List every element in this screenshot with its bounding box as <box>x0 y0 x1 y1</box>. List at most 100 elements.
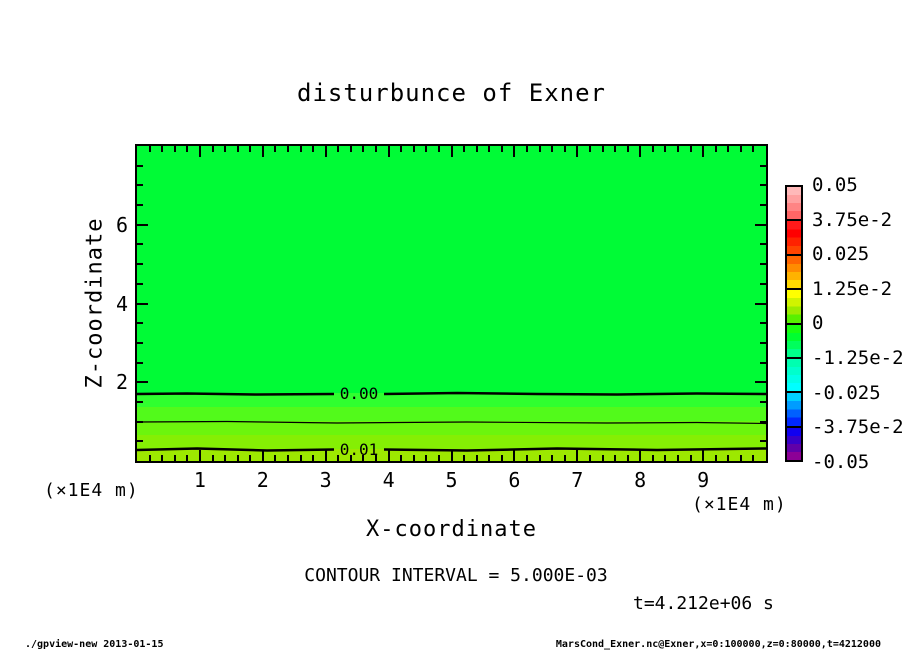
x-tick-label: 4 <box>382 468 395 492</box>
z-minor-tick <box>137 184 143 187</box>
x-major-tick <box>198 146 201 157</box>
x-minor-tick <box>563 455 566 461</box>
contour-label-0.00: 0.00 <box>340 384 379 403</box>
colorbar-label: -1.25e-2 <box>812 347 904 369</box>
x-minor-tick <box>727 455 730 461</box>
x-minor-tick <box>274 455 277 461</box>
x-minor-tick <box>551 455 554 461</box>
x-minor-tick <box>651 455 654 461</box>
x-tick-label: 6 <box>508 468 521 492</box>
x-major-tick <box>513 146 516 157</box>
z-minor-tick <box>137 204 143 207</box>
z-minor-tick <box>760 263 766 266</box>
x-minor-tick <box>274 146 277 152</box>
x-axis-unit-label: (×1E4 m) <box>692 494 787 515</box>
colorbar-label: 0 <box>812 312 824 335</box>
z-minor-tick <box>137 263 143 266</box>
x-major-tick <box>324 450 327 461</box>
x-minor-tick <box>626 455 629 461</box>
colorbar-label: -3.75e-2 <box>812 416 904 439</box>
x-minor-tick <box>224 455 227 461</box>
z-minor-tick <box>760 282 766 285</box>
x-minor-tick <box>463 455 466 461</box>
z-minor-tick <box>137 420 143 423</box>
shading-band <box>137 146 766 393</box>
z-minor-tick <box>137 400 143 403</box>
x-minor-tick <box>475 146 478 152</box>
z-major-tick <box>137 302 148 305</box>
x-tick-label: 8 <box>634 468 647 492</box>
x-minor-tick <box>437 455 440 461</box>
z-minor-tick <box>137 440 143 443</box>
contour-interval-note: CONTOUR INTERVAL = 5.000E-03 <box>304 565 608 586</box>
x-minor-tick <box>614 455 616 461</box>
x-major-tick <box>324 146 327 157</box>
x-minor-tick <box>287 146 289 152</box>
z-minor-tick <box>760 341 766 344</box>
x-minor-tick <box>337 455 340 461</box>
x-minor-tick <box>148 146 151 152</box>
x-minor-tick <box>224 146 227 152</box>
contour-line-0.005 <box>137 420 766 425</box>
colorbar-segment <box>787 253 801 289</box>
contour-line-0.00-right <box>383 391 766 396</box>
x-minor-tick <box>526 146 528 152</box>
shading-band <box>137 407 766 421</box>
x-tick-label: 1 <box>193 468 206 492</box>
x-minor-tick <box>664 146 667 152</box>
x-minor-tick <box>689 146 692 152</box>
x-minor-tick <box>689 455 692 461</box>
colorbar-segment <box>787 322 801 357</box>
contour-line-0.00-left <box>137 392 335 396</box>
x-major-tick <box>450 146 453 157</box>
z-major-tick <box>137 223 148 226</box>
x-major-tick <box>702 146 705 157</box>
x-minor-tick <box>236 146 239 152</box>
x-minor-tick <box>676 146 679 152</box>
z-minor-tick <box>137 164 143 167</box>
x-minor-tick <box>425 455 428 461</box>
x-minor-tick <box>400 146 403 152</box>
x-tick-label: 7 <box>571 468 584 492</box>
z-minor-tick <box>137 243 143 246</box>
x-minor-tick <box>538 455 541 461</box>
x-minor-tick <box>588 455 591 461</box>
colorbar-segment <box>787 425 801 460</box>
x-minor-tick <box>173 455 176 461</box>
x-minor-tick <box>400 455 403 461</box>
x-minor-tick <box>563 146 566 152</box>
x-major-tick <box>639 450 642 461</box>
x-minor-tick <box>349 146 352 152</box>
x-minor-tick <box>375 455 377 461</box>
x-minor-tick <box>211 455 214 461</box>
x-minor-tick <box>651 146 654 152</box>
x-major-tick <box>576 146 579 157</box>
x-major-tick <box>576 450 579 461</box>
x-minor-tick <box>299 146 302 152</box>
x-minor-tick <box>488 455 491 461</box>
footer-program-stamp: ./gpview-new 2013-01-15 <box>25 639 164 650</box>
colorbar-label: -0.025 <box>812 381 881 404</box>
x-minor-tick <box>588 146 591 152</box>
z-minor-tick <box>760 400 766 403</box>
x-minor-tick <box>425 146 428 152</box>
x-minor-tick <box>312 455 315 461</box>
contour-line-0.01-right <box>383 447 766 452</box>
x-minor-tick <box>500 455 503 461</box>
colorbar-label: 3.75e-2 <box>812 208 893 231</box>
x-minor-tick <box>463 146 466 152</box>
time-annotation: t=4.212e+06 s <box>633 593 774 614</box>
colorbar-segment <box>787 219 801 254</box>
x-minor-tick <box>236 455 239 461</box>
contour-line-0.01-left <box>137 447 335 452</box>
x-minor-tick <box>601 146 604 152</box>
colorbar <box>785 185 803 462</box>
x-tick-label: 9 <box>697 468 710 492</box>
x-minor-tick <box>375 146 377 152</box>
colorbar-label: 1.25e-2 <box>812 277 893 300</box>
x-major-tick <box>513 450 516 461</box>
x-minor-tick <box>161 455 164 461</box>
x-minor-tick <box>312 146 315 152</box>
z-minor-tick <box>760 184 766 187</box>
x-minor-tick <box>362 146 365 152</box>
